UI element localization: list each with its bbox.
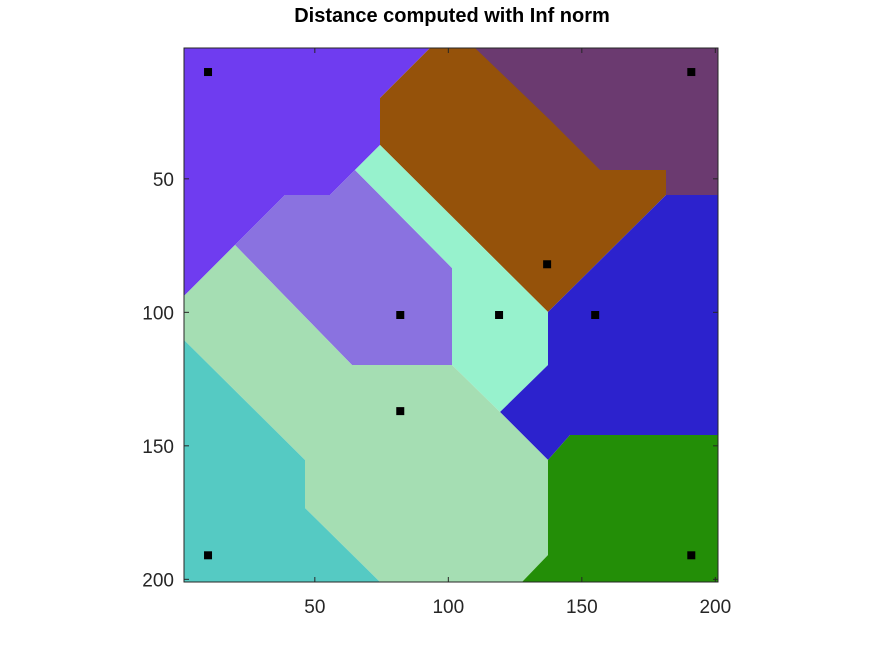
seed-marker-8 bbox=[204, 551, 213, 560]
region-top-center bbox=[380, 48, 666, 312]
seed-marker-2 bbox=[687, 68, 696, 77]
x-tick-label: 150 bbox=[566, 597, 598, 618]
seed-marker-1 bbox=[204, 68, 213, 77]
seed-marker-7 bbox=[396, 407, 405, 416]
plot-frame bbox=[183, 47, 719, 583]
seed-marker-4 bbox=[396, 311, 405, 319]
region-lower-center bbox=[184, 245, 548, 582]
region-bottom-right bbox=[522, 435, 718, 582]
x-axis: 50 100 150 200 bbox=[304, 48, 731, 618]
chart-title: Distance computed with Inf norm bbox=[294, 5, 610, 27]
region-top-left bbox=[184, 48, 430, 296]
y-axis: 50 100 150 200 bbox=[142, 170, 718, 591]
x-tick-label: 100 bbox=[432, 597, 464, 618]
seed-marker-5 bbox=[495, 311, 504, 319]
seed-marker-9 bbox=[687, 551, 696, 560]
y-tick-label: 200 bbox=[142, 570, 174, 591]
plot-area bbox=[183, 47, 719, 583]
y-tick-label: 100 bbox=[142, 303, 174, 324]
seed-marker-3 bbox=[543, 260, 552, 269]
x-tick-label: 50 bbox=[304, 597, 325, 618]
region-bottom-left bbox=[184, 340, 380, 582]
y-tick-label: 50 bbox=[153, 170, 174, 191]
x-tick-label: 200 bbox=[699, 597, 731, 618]
y-tick-label: 150 bbox=[142, 437, 174, 458]
region-top-right bbox=[475, 48, 718, 195]
seed-markers bbox=[204, 68, 696, 560]
seed-marker-6 bbox=[591, 311, 600, 319]
region-mid-right bbox=[500, 195, 718, 460]
region-mid-center bbox=[355, 145, 548, 412]
